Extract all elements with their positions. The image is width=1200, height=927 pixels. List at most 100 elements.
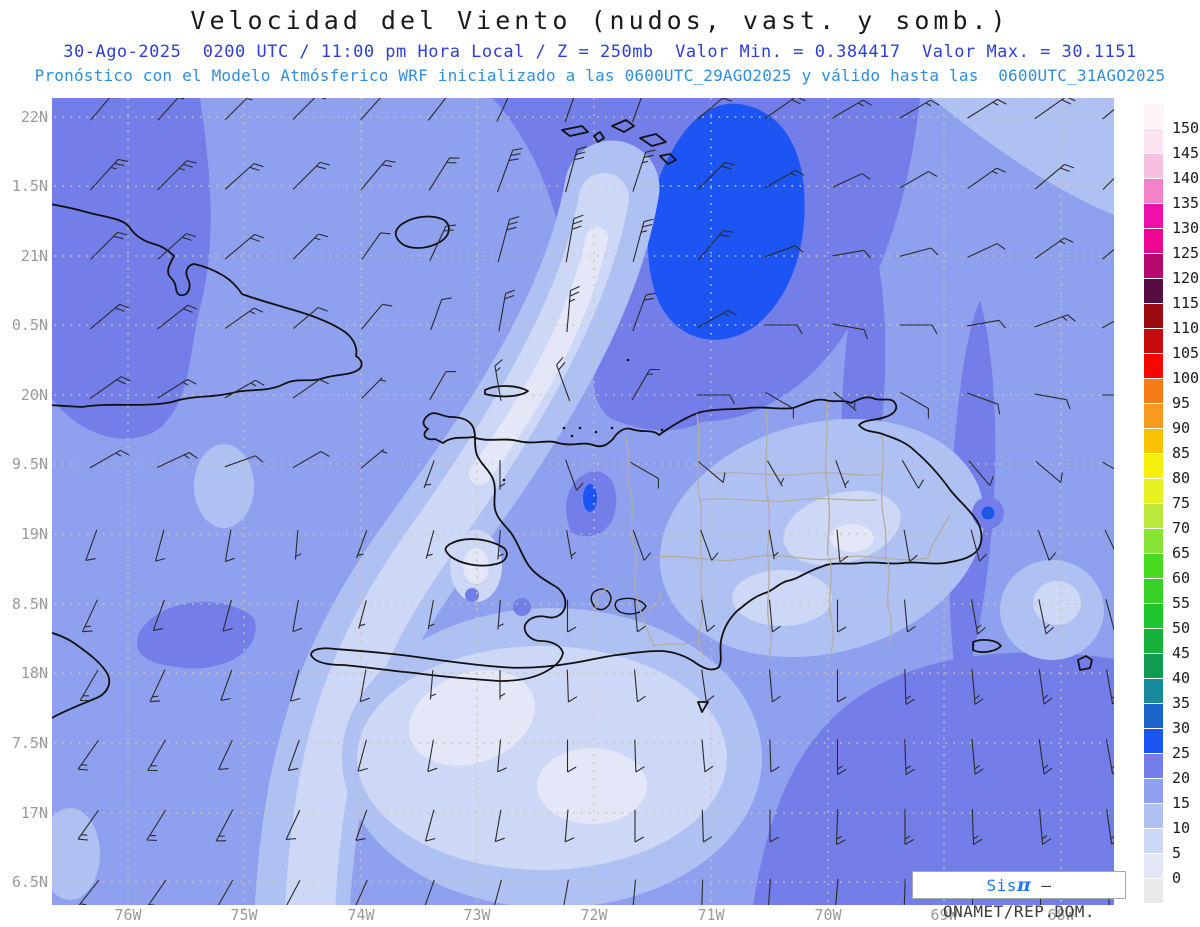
- colorbar-swatch: [1144, 878, 1163, 903]
- colorbar-tick-label: 135: [1172, 194, 1200, 212]
- wind-barb: [633, 599, 646, 633]
- wind-barb: [832, 173, 871, 188]
- colorbar-swatch: [1144, 303, 1163, 328]
- colorbar-swatch: [1144, 203, 1163, 228]
- wind-barb: [835, 879, 839, 905]
- lon-label: 70W: [814, 906, 842, 924]
- wind-barb: [697, 229, 733, 261]
- wind-barb: [496, 147, 523, 193]
- wind-barb: [697, 98, 737, 120]
- wind-barb: [224, 98, 253, 121]
- wind-barb: [899, 324, 938, 334]
- wind-barb: [899, 247, 939, 257]
- wind-barb: [1034, 163, 1075, 190]
- beata-island: [697, 701, 709, 713]
- wind-barb: [157, 378, 197, 399]
- wind-barbs: [77, 98, 1114, 905]
- wind-barb: [156, 452, 198, 468]
- lat-label: 6.5N: [11, 873, 48, 891]
- wind-barb: [292, 98, 327, 120]
- wind-barb: [360, 159, 396, 191]
- colorbar-tick-label: 5: [1172, 844, 1182, 862]
- wind-barb: [836, 599, 847, 633]
- wind-barb: [632, 218, 654, 262]
- wind-barb: [566, 530, 577, 560]
- wind-barb: [220, 669, 233, 701]
- wind-barb: [357, 739, 368, 772]
- colorbar-swatch: [1144, 628, 1163, 653]
- wind-barb: [1102, 461, 1114, 470]
- cuba-coastline: [52, 203, 363, 408]
- wind-barb: [697, 161, 735, 190]
- wind-barb: [497, 600, 504, 630]
- wind-barb: [496, 98, 509, 122]
- wind-barb: [768, 669, 781, 703]
- wind-barb: [764, 324, 803, 334]
- wind-barb: [89, 449, 130, 469]
- colorbar-tick-label: 130: [1172, 219, 1200, 237]
- wind-barb: [566, 669, 578, 703]
- wind-barb: [358, 600, 367, 629]
- wind-barb: [497, 530, 504, 560]
- wind-barb: [292, 233, 329, 260]
- wind-barb: [1034, 98, 1076, 120]
- wind-barb: [289, 669, 301, 702]
- colorbar-tick-label: 90: [1172, 419, 1191, 437]
- lat-label: 1.5N: [11, 177, 48, 195]
- wind-barb: [224, 529, 235, 563]
- wind-barb: [359, 669, 370, 703]
- colorbar-tick-label: 30: [1172, 719, 1191, 737]
- lon-label: 73W: [463, 906, 491, 924]
- wind-barb: [361, 303, 393, 330]
- wind-barb: [1034, 314, 1076, 328]
- gonave-island: [444, 538, 508, 567]
- wind-barb: [565, 214, 584, 263]
- colorbar-tick-label: 145: [1172, 144, 1200, 162]
- wind-barb: [701, 809, 713, 843]
- lat-label: 21N: [20, 247, 48, 265]
- wind-barb: [224, 307, 264, 329]
- wind-barb: [764, 169, 805, 189]
- wind-barb: [832, 249, 871, 259]
- wind-barb: [1102, 394, 1114, 396]
- colorbar-swatch: [1144, 678, 1163, 703]
- wind-barb: [1037, 529, 1057, 561]
- wind-barb: [356, 530, 368, 559]
- wind-barb: [768, 599, 781, 633]
- wind-barb: [497, 216, 520, 263]
- wind-barb: [430, 297, 452, 331]
- lon-label: 69W: [914, 906, 974, 924]
- wind-barb: [499, 670, 506, 700]
- colorbar-swatch: [1144, 153, 1163, 178]
- wind-barb: [564, 98, 575, 123]
- wind-barb: [1105, 739, 1114, 775]
- model-init-line: Pronóstico con el Modelo Atmósferico WRF…: [34, 66, 1166, 85]
- wind-barb: [355, 879, 368, 905]
- wind-barb: [768, 879, 771, 905]
- colorbar-swatch: [1144, 853, 1163, 878]
- wind-barb: [632, 879, 637, 905]
- wind-barb: [222, 599, 233, 632]
- wind-barb: [700, 529, 719, 561]
- wind-barb: [361, 377, 387, 399]
- wind-barb: [832, 99, 872, 119]
- wind-barb: [900, 171, 938, 189]
- colorbar-tick-label: 105: [1172, 344, 1200, 362]
- wind-barb: [632, 149, 656, 192]
- colorbar-tick-label: 25: [1172, 744, 1191, 762]
- graticule: [30, 98, 1114, 910]
- wind-barb: [1038, 599, 1054, 635]
- wind-barb: [769, 809, 779, 843]
- lon-label: 75W: [230, 906, 258, 924]
- branding-pi-icon: π: [1016, 874, 1032, 896]
- wind-barb: [292, 161, 330, 190]
- branding-org: – ONAMET/REP.DOM.: [943, 876, 1095, 921]
- wind-barb: [632, 292, 656, 332]
- wind-barb: [904, 739, 915, 775]
- colorbar-tick-label: 150: [1172, 119, 1200, 137]
- wind-barb: [499, 460, 506, 490]
- wind-barb: [224, 163, 264, 190]
- lat-label: 9.5N: [11, 455, 48, 473]
- wind-barb: [564, 809, 575, 843]
